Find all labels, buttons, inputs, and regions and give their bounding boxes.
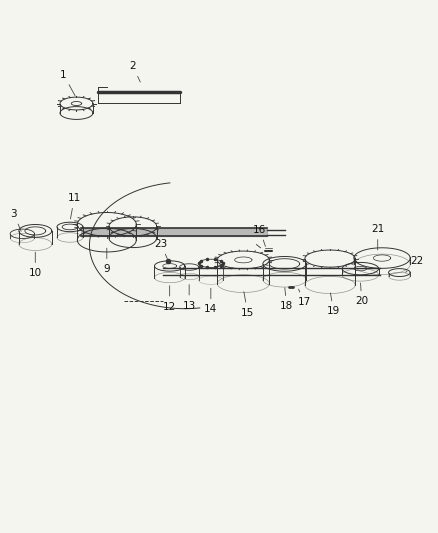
Text: 2: 2 (129, 61, 140, 82)
Text: 9: 9 (103, 248, 110, 274)
Text: 23: 23 (154, 239, 167, 259)
Text: 12: 12 (162, 286, 176, 312)
Text: 15: 15 (240, 292, 254, 318)
Text: 1: 1 (60, 69, 75, 96)
Text: 16: 16 (253, 224, 266, 246)
Text: 3: 3 (10, 209, 21, 231)
Text: 17: 17 (297, 289, 310, 308)
Text: 14: 14 (204, 288, 217, 314)
Text: 22: 22 (405, 256, 422, 272)
Text: 20: 20 (354, 283, 367, 306)
Text: 19: 19 (326, 293, 339, 316)
Text: 10: 10 (28, 252, 42, 278)
Text: 18: 18 (279, 288, 293, 311)
Text: 21: 21 (370, 224, 383, 250)
Text: 11: 11 (67, 193, 81, 219)
Text: 13: 13 (182, 285, 195, 311)
